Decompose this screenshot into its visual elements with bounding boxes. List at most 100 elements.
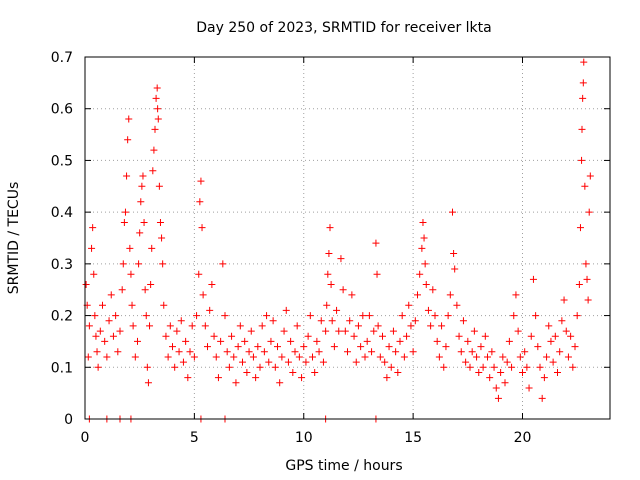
data-point	[105, 317, 113, 325]
data-point	[154, 105, 162, 113]
data-point	[407, 322, 415, 330]
data-point	[139, 172, 147, 180]
data-point	[545, 322, 553, 330]
data-point	[212, 353, 220, 361]
data-point	[271, 363, 279, 371]
data-point	[354, 322, 362, 330]
data-point	[392, 348, 400, 356]
data-point	[243, 368, 251, 376]
data-point	[148, 244, 156, 252]
data-point	[444, 312, 452, 320]
data-point	[564, 353, 572, 361]
data-point	[501, 379, 509, 387]
data-point	[398, 312, 406, 320]
data-point	[260, 348, 268, 356]
data-point	[373, 270, 381, 278]
data-point	[339, 286, 347, 294]
data-point	[368, 348, 376, 356]
data-point	[569, 363, 577, 371]
data-point	[210, 332, 218, 340]
data-point	[140, 218, 148, 226]
data-point	[323, 301, 331, 309]
data-point	[313, 337, 321, 345]
data-point	[156, 218, 164, 226]
data-point	[197, 177, 205, 185]
data-point	[348, 291, 356, 299]
data-point	[204, 343, 211, 351]
data-point	[315, 348, 323, 356]
data-point	[154, 115, 162, 123]
data-point	[249, 353, 257, 361]
data-point	[287, 337, 295, 345]
data-point	[459, 317, 467, 325]
data-point	[141, 286, 149, 294]
data-point	[341, 327, 349, 335]
data-point	[481, 332, 489, 340]
data-point	[127, 270, 135, 278]
data-point	[93, 348, 101, 356]
data-point	[166, 322, 174, 330]
data-point	[298, 374, 306, 382]
data-point	[383, 374, 391, 382]
data-point	[293, 322, 301, 330]
data-point	[147, 281, 155, 289]
data-point	[508, 363, 516, 371]
data-point	[278, 353, 286, 361]
data-point	[327, 281, 335, 289]
data-point	[228, 332, 236, 340]
data-point	[376, 353, 384, 361]
data-point	[109, 332, 117, 340]
data-point	[118, 286, 126, 294]
data-point	[103, 353, 111, 361]
data-point	[284, 358, 292, 366]
data-point	[385, 343, 393, 351]
data-point	[558, 317, 566, 325]
data-point	[580, 58, 588, 66]
data-point	[584, 296, 592, 304]
data-point	[267, 337, 275, 345]
data-point	[304, 332, 312, 340]
data-point	[554, 368, 561, 376]
data-point	[158, 234, 166, 242]
data-point	[512, 291, 520, 299]
data-point	[581, 182, 589, 190]
data-point	[433, 337, 441, 345]
data-point	[562, 327, 570, 335]
data-point	[540, 374, 548, 382]
data-point	[473, 353, 481, 361]
data-point	[171, 363, 179, 371]
data-point	[234, 343, 242, 351]
data-point	[359, 312, 367, 320]
data-point	[470, 327, 478, 335]
data-point	[449, 208, 456, 216]
data-point	[177, 317, 185, 325]
data-point	[190, 353, 198, 361]
data-point	[484, 353, 491, 361]
data-point	[547, 337, 555, 345]
data-point	[101, 337, 109, 345]
data-point	[322, 327, 330, 335]
data-point	[92, 332, 100, 340]
data-point	[84, 353, 92, 361]
data-point	[120, 218, 128, 226]
data-point	[91, 312, 99, 320]
data-point	[201, 322, 209, 330]
data-point	[403, 332, 411, 340]
data-point	[324, 270, 332, 278]
data-point	[326, 224, 334, 232]
data-point	[196, 198, 204, 206]
data-point	[466, 363, 474, 371]
data-point	[497, 368, 505, 376]
data-point	[419, 218, 427, 226]
data-point	[479, 363, 487, 371]
data-point	[420, 234, 428, 242]
data-point	[551, 332, 559, 340]
data-point	[254, 343, 262, 351]
data-point	[328, 317, 336, 325]
data-point	[124, 136, 132, 144]
data-point	[389, 327, 397, 335]
y-tick-label: 0.1	[51, 360, 73, 376]
data-point	[317, 317, 325, 325]
data-point	[123, 172, 131, 180]
data-point	[438, 322, 446, 330]
